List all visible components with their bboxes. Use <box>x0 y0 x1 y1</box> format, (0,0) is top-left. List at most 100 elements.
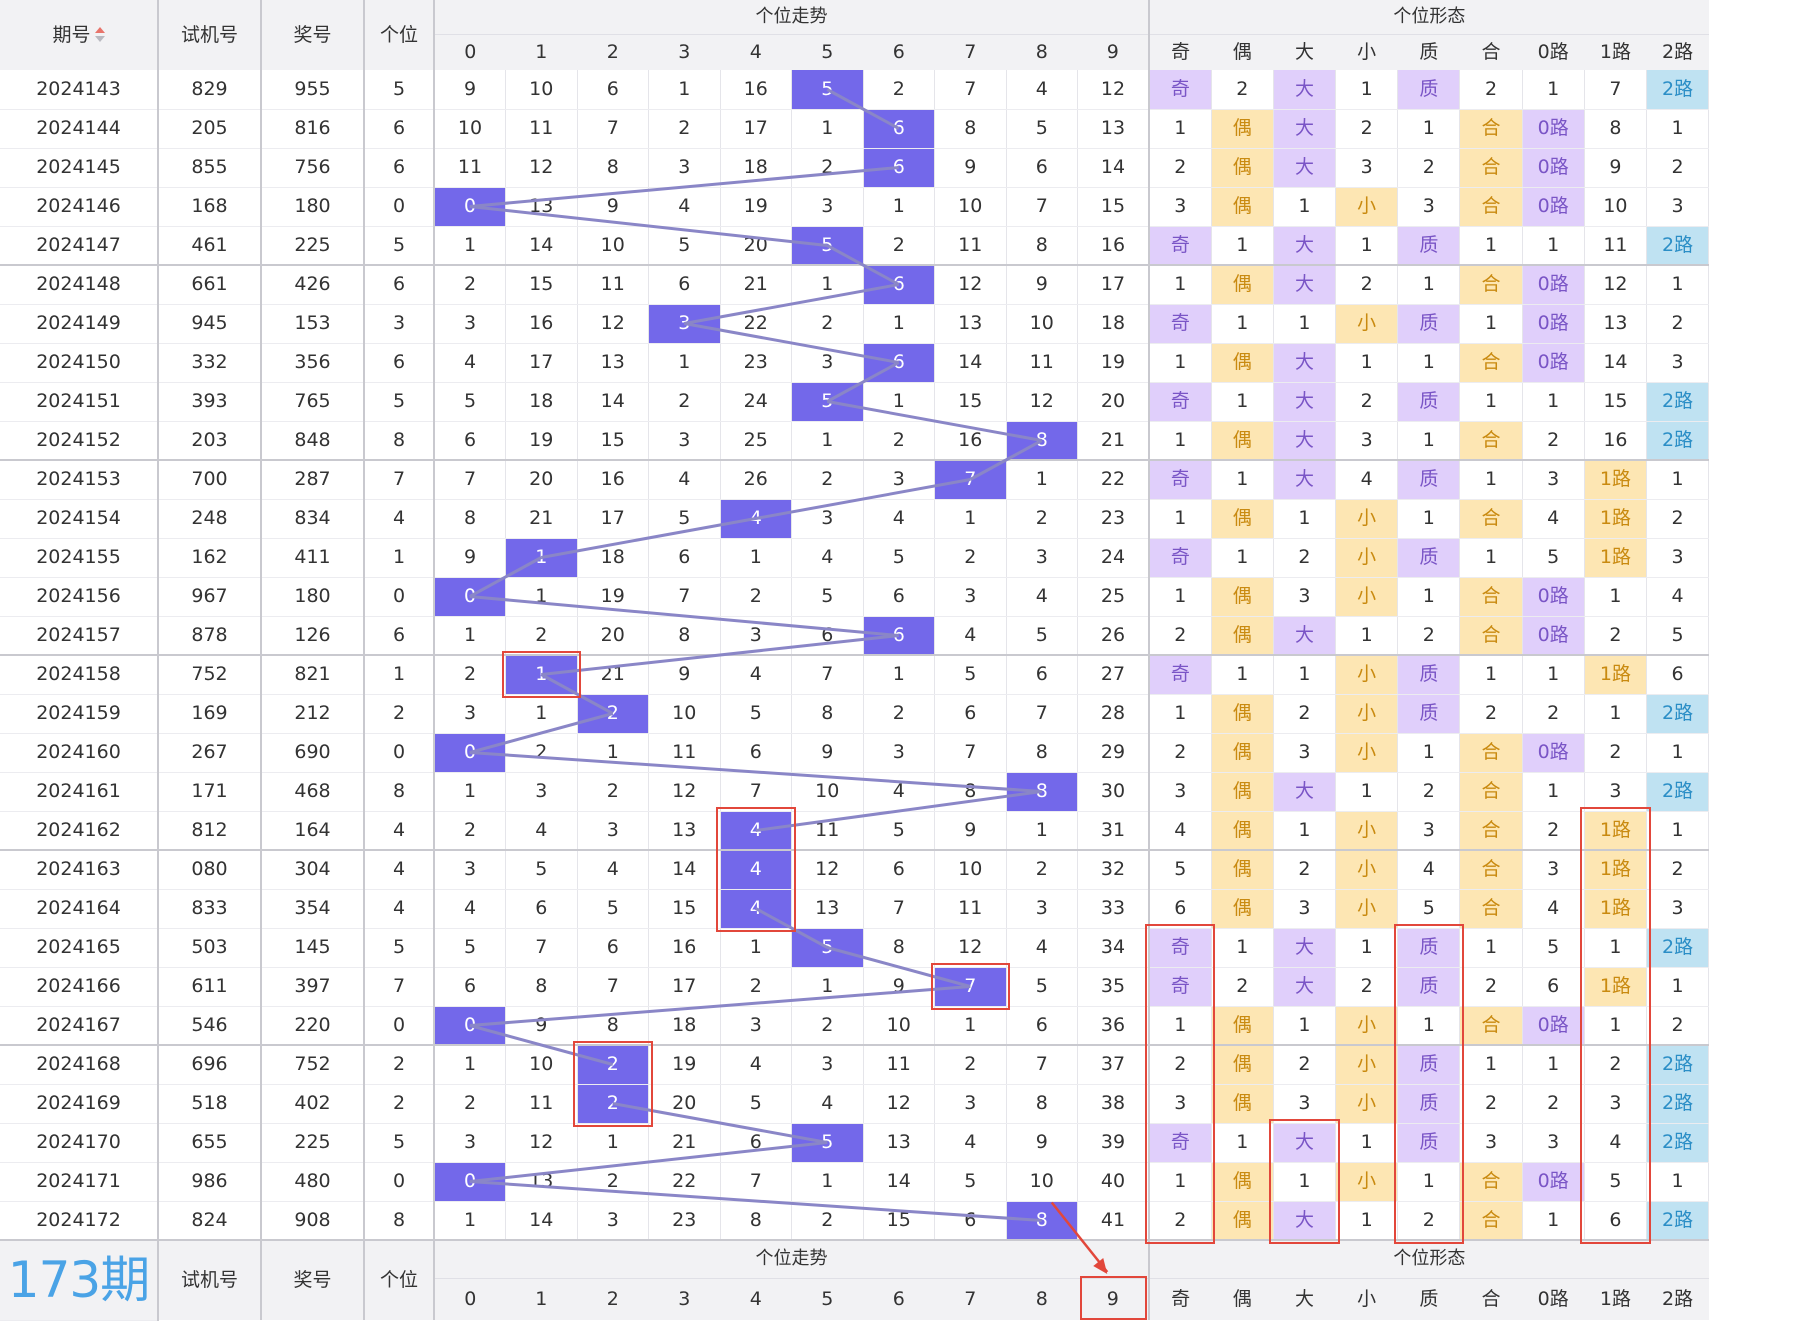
shape-cell-0: 3 <box>1149 772 1212 812</box>
shape-cell-8: 1 <box>1646 109 1710 149</box>
trend-cell-8: 5 <box>1006 109 1078 149</box>
shape-cell-7: 2 <box>1584 733 1648 773</box>
trend-cell-4: 1 <box>720 538 792 578</box>
trend-cell-0: 8 <box>434 499 506 539</box>
test-number-cell: 878 <box>158 616 262 656</box>
shape-cell-0: 2 <box>1149 733 1212 773</box>
shape-cell-1: 偶 <box>1211 616 1274 656</box>
unit-digit-cell: 4 <box>364 499 435 539</box>
shape-cell-0: 奇 <box>1149 967 1212 1007</box>
shape-cell-0: 奇 <box>1149 304 1212 344</box>
issue-cell: 2024172 <box>0 1201 159 1241</box>
shape-cell-8: 2路 <box>1646 694 1710 734</box>
header-digit-3: 3 <box>648 33 720 70</box>
shape-cell-2: 大 <box>1273 928 1337 968</box>
trend-cell-4: 7 <box>720 1162 792 1202</box>
trend-cell-8: 2 <box>1006 499 1078 539</box>
shape-cell-3: 小 <box>1335 733 1399 773</box>
shape-cell-1: 偶 <box>1211 421 1274 461</box>
shape-cell-7: 1 <box>1584 694 1648 734</box>
trend-cell-4: 6 <box>720 1123 792 1163</box>
shape-cell-5: 1 <box>1459 460 1523 500</box>
trend-cell-9: 41 <box>1077 1201 1150 1241</box>
shape-cell-8: 3 <box>1646 343 1710 383</box>
test-number-cell: 696 <box>158 1045 262 1085</box>
prize-number-cell: 180 <box>261 187 365 227</box>
unit-digit-cell: 5 <box>364 70 435 110</box>
shape-cell-8: 2路 <box>1646 226 1710 266</box>
shape-cell-1: 1 <box>1211 460 1274 500</box>
prize-number-cell: 145 <box>261 928 365 968</box>
trend-cell-2: 5 <box>577 889 649 929</box>
shape-cell-8: 6 <box>1646 655 1710 695</box>
test-number-cell: 986 <box>158 1162 262 1202</box>
trend-cell-8: 11 <box>1006 343 1078 383</box>
shape-cell-0: 奇 <box>1149 655 1212 695</box>
shape-cell-2: 1 <box>1273 655 1337 695</box>
shape-cell-2: 大 <box>1273 148 1337 188</box>
shape-cell-7: 4 <box>1584 1123 1648 1163</box>
header-issue[interactable]: 期号 <box>0 0 159 70</box>
shape-cell-2: 大 <box>1273 1123 1337 1163</box>
test-number-cell: 518 <box>158 1084 262 1124</box>
shape-cell-5: 合 <box>1459 1201 1523 1241</box>
shape-cell-2: 2 <box>1273 850 1337 890</box>
trend-cell-4: 4 <box>720 499 792 539</box>
trend-cell-6: 6 <box>863 148 935 188</box>
trend-cell-6: 11 <box>863 1045 935 1085</box>
trend-cell-9: 30 <box>1077 772 1150 812</box>
unit-digit-cell: 0 <box>364 577 435 617</box>
prize-number-cell: 356 <box>261 343 365 383</box>
shape-cell-8: 2路 <box>1646 70 1710 110</box>
trend-cell-7: 6 <box>934 694 1007 734</box>
shape-cell-6: 2 <box>1522 1084 1585 1124</box>
trend-cell-7: 1 <box>934 1006 1007 1046</box>
sort-icon[interactable] <box>94 27 105 43</box>
shape-cell-1: 偶 <box>1211 1201 1274 1241</box>
shape-cell-3: 小 <box>1335 1084 1399 1124</box>
trend-cell-6: 15 <box>863 1201 935 1241</box>
trend-cell-3: 4 <box>648 460 721 500</box>
trend-cell-1: 15 <box>505 265 578 305</box>
shape-cell-5: 合 <box>1459 850 1523 890</box>
shape-cell-7: 9 <box>1584 148 1648 188</box>
footer-digit-9: 9 <box>1077 1277 1150 1320</box>
header-digit-9: 9 <box>1077 33 1150 70</box>
test-number-cell: 945 <box>158 304 262 344</box>
trend-cell-1: 1 <box>505 577 578 617</box>
shape-cell-1: 偶 <box>1211 733 1274 773</box>
prize-number-cell: 397 <box>261 967 365 1007</box>
test-number-cell: 168 <box>158 187 262 227</box>
trend-cell-5: 10 <box>791 772 864 812</box>
shape-cell-6: 0路 <box>1522 1162 1585 1202</box>
trend-cell-1: 21 <box>505 499 578 539</box>
trend-cell-7: 13 <box>934 304 1007 344</box>
trend-cell-5: 5 <box>791 1123 864 1163</box>
trend-cell-8: 4 <box>1006 577 1078 617</box>
trend-cell-8: 9 <box>1006 265 1078 305</box>
trend-cell-6: 6 <box>863 109 935 149</box>
shape-cell-3: 1 <box>1335 70 1399 110</box>
unit-digit-cell: 2 <box>364 1084 435 1124</box>
unit-digit-cell: 6 <box>364 616 435 656</box>
shape-cell-8: 2路 <box>1646 1201 1710 1241</box>
trend-cell-0: 3 <box>434 1123 506 1163</box>
shape-cell-0: 2 <box>1149 1201 1212 1241</box>
shape-cell-5: 合 <box>1459 772 1523 812</box>
table-row: 2024158 752 821 1 2 1 21 9 4 7 1 5 6 27 奇 1 1 小质 1 1 1路 6 <box>0 655 1710 695</box>
shape-cell-5: 合 <box>1459 499 1523 539</box>
issue-cell: 2024164 <box>0 889 159 929</box>
shape-cell-5: 3 <box>1459 1123 1523 1163</box>
trend-cell-8: 7 <box>1006 694 1078 734</box>
trend-cell-5: 8 <box>791 694 864 734</box>
shape-cell-5: 2 <box>1459 694 1523 734</box>
shape-cell-5: 合 <box>1459 1006 1523 1046</box>
shape-cell-4: 2 <box>1397 148 1461 188</box>
shape-cell-4: 1 <box>1397 1162 1461 1202</box>
shape-cell-2: 大 <box>1273 109 1337 149</box>
shape-cell-6: 1 <box>1522 1045 1585 1085</box>
shape-cell-4: 质 <box>1397 382 1461 422</box>
trend-cell-7: 5 <box>934 1162 1007 1202</box>
shape-cell-7: 10 <box>1584 187 1648 227</box>
